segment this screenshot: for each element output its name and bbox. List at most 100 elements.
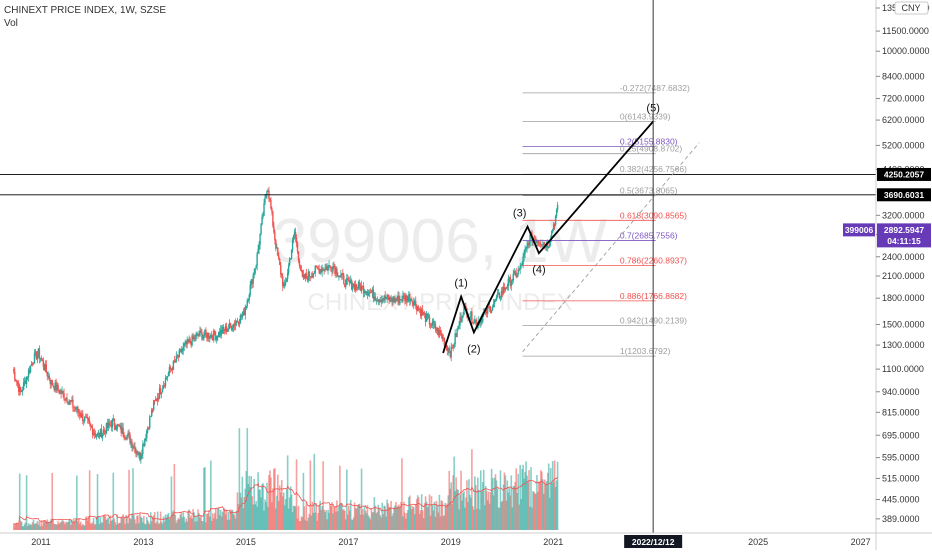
candle-body: [160, 392, 163, 395]
volume-bar: [39, 526, 42, 530]
candle-body: [157, 397, 160, 399]
candle-body: [114, 426, 116, 430]
volume-bar: [175, 522, 178, 530]
volume-bar: [432, 510, 435, 530]
volume-bar: [237, 503, 240, 530]
volume-bar: [47, 521, 50, 530]
volume-bar: [301, 517, 304, 530]
candle-body: [310, 276, 313, 277]
volume-bar: [253, 478, 255, 530]
volume-bar: [457, 489, 459, 530]
volume-bar: [273, 468, 275, 530]
volume-bar: [384, 506, 386, 530]
time-axis[interactable]: 2011 2013 2015 2017 2019 2021 2025 2027 2022/12/…: [0, 532, 932, 548]
candle-body: [279, 259, 281, 266]
volume-bar: [391, 516, 393, 530]
candle-body: [382, 299, 384, 301]
volume-bar: [371, 512, 374, 530]
horizontal-lines[interactable]: [0, 174, 876, 196]
volume-bar: [130, 519, 132, 530]
volume-bar: [550, 483, 553, 530]
candle-body: [446, 346, 448, 351]
volume-bar: [30, 525, 33, 530]
candle-body: [474, 320, 476, 323]
volume-bar: [13, 525, 16, 530]
candle-body: [437, 327, 440, 336]
volume-bar: [23, 523, 26, 530]
volume-bar: [419, 510, 422, 530]
volume-bar: [173, 463, 176, 530]
volume-bar: [465, 497, 467, 530]
candle-body: [404, 296, 406, 301]
volume-bar: [163, 521, 166, 530]
candle-body: [197, 333, 199, 336]
candle-body: [504, 288, 507, 291]
volume-bar: [217, 507, 220, 530]
volume-bar: [128, 469, 130, 530]
candle-body: [49, 379, 51, 385]
volume-bar: [126, 516, 128, 530]
volume-bar: [359, 514, 362, 530]
candle-body: [213, 330, 215, 341]
volume-bar: [346, 514, 349, 530]
volume-bar: [16, 523, 19, 530]
candle-body: [449, 352, 451, 358]
volume-bar: [277, 500, 280, 530]
volume-bar: [242, 508, 245, 530]
candle-body: [40, 358, 43, 360]
volume-bar: [178, 519, 181, 530]
volume-bar: [171, 512, 174, 530]
candle-body: [105, 423, 108, 434]
candle-body: [141, 454, 143, 457]
price-tick-label: 695.0000: [882, 430, 920, 440]
candle-body: [541, 244, 543, 246]
candle-body: [81, 413, 83, 418]
candle-body: [537, 240, 539, 243]
volume-bar: [154, 523, 157, 530]
candle-body: [284, 281, 287, 284]
candle-body: [98, 432, 101, 437]
price-tick-label: 1500.0000: [882, 319, 925, 329]
candle-body: [273, 225, 275, 233]
volume-bar: [543, 493, 545, 530]
volume-bar: [123, 517, 125, 530]
price-tick-label: 5200.0000: [882, 140, 925, 150]
chart-title: CHINEXT PRICE INDEX, 1W, SZSE: [4, 5, 167, 16]
volume-bar: [153, 512, 156, 530]
volume-bar: [146, 520, 149, 530]
price-axis[interactable]: 13500.000011500.000010000.00008400.00007…: [875, 0, 930, 550]
candle-body: [154, 398, 157, 401]
volume-bar: [490, 468, 493, 530]
candle-body: [274, 232, 276, 240]
volume-bar: [527, 481, 529, 530]
volume-bar: [443, 515, 446, 530]
candle-body: [354, 284, 357, 291]
candle-body: [343, 275, 345, 284]
volume-bar: [500, 501, 503, 530]
candle-body: [332, 266, 334, 272]
volume-bar: [44, 522, 47, 530]
volume-bar: [410, 505, 412, 530]
candle-body: [173, 360, 176, 362]
candle-body: [497, 292, 500, 294]
trend-line[interactable]: [522, 142, 700, 353]
candle-body: [336, 268, 338, 276]
volume-bar: [288, 497, 291, 530]
candle-body: [392, 296, 394, 302]
volume-bar: [418, 513, 421, 530]
candle-body: [387, 295, 389, 298]
candle-body: [489, 306, 492, 313]
candle-body: [351, 280, 353, 290]
candle-body: [290, 249, 293, 259]
candle-body: [364, 291, 367, 294]
candle-body: [36, 354, 39, 360]
candle-body: [463, 306, 465, 316]
candle-body: [170, 368, 173, 370]
volume-bar: [152, 515, 155, 530]
volume-bar: [263, 510, 265, 530]
candle-body: [373, 296, 376, 299]
candle-body: [180, 349, 182, 353]
volume-bar: [308, 513, 311, 530]
